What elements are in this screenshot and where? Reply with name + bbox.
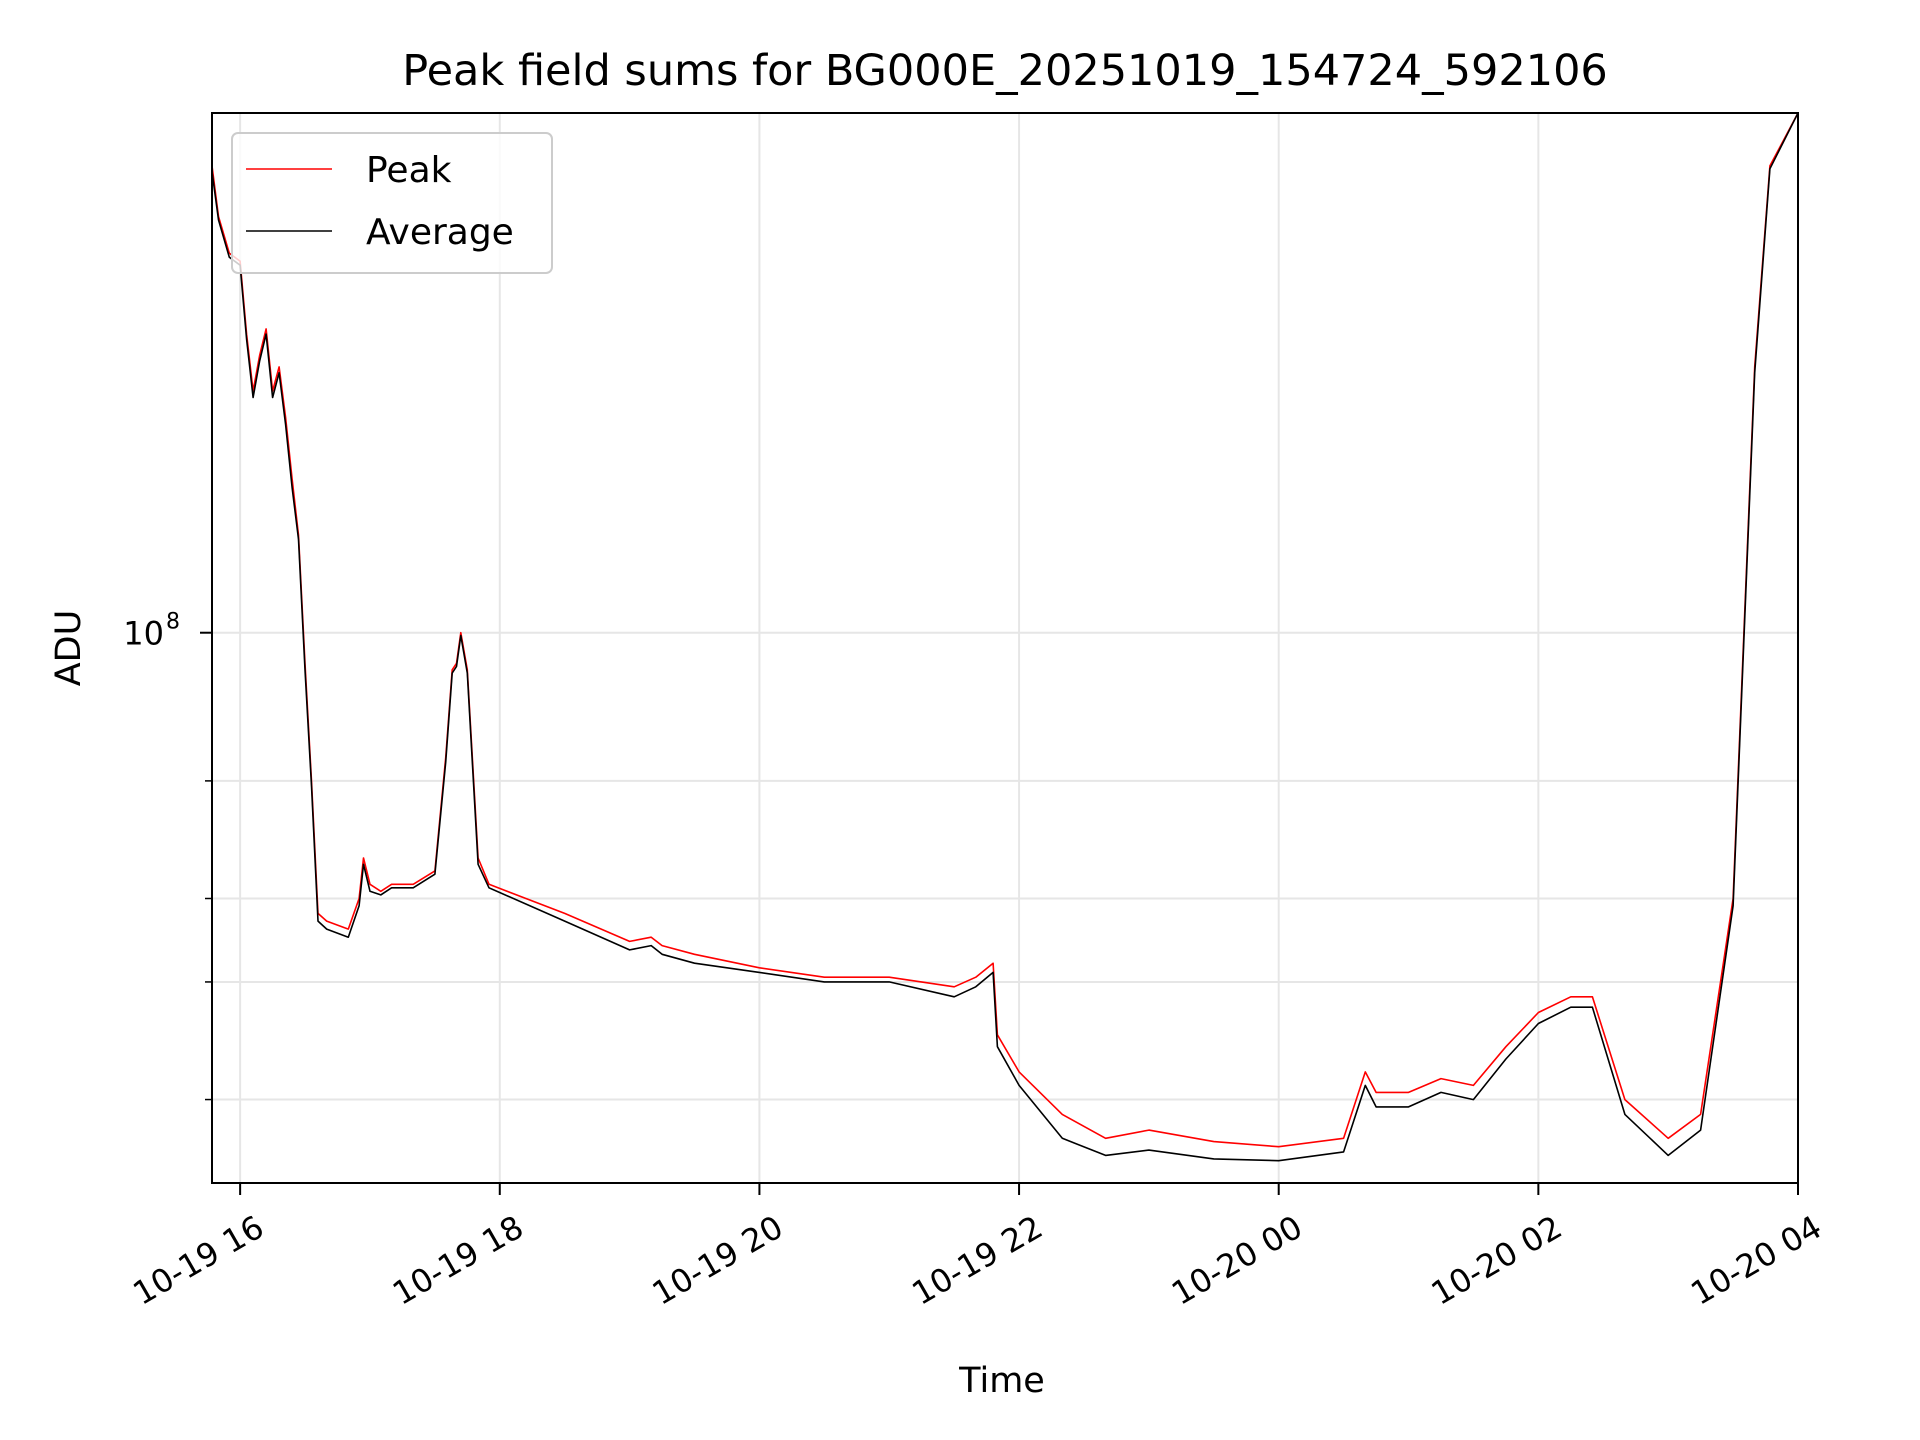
chart-title: Peak field sums for BG000E_20251019_1547… bbox=[402, 46, 1608, 96]
series-line-peak bbox=[212, 113, 1798, 1148]
series-line-average bbox=[212, 113, 1798, 1162]
y-axis: 10 8 bbox=[123, 610, 212, 1101]
legend-box bbox=[231, 132, 553, 274]
legend-label-average: Average bbox=[366, 212, 514, 253]
y-tick-label-exponent: 8 bbox=[166, 610, 180, 635]
y-tick-label: 10 bbox=[123, 615, 164, 653]
grid-lines bbox=[212, 113, 1799, 1183]
plot-frame bbox=[211, 112, 1799, 1184]
legend: Peak Average bbox=[231, 132, 553, 274]
x-axis-label: Time bbox=[958, 1361, 1045, 1401]
series-layer bbox=[212, 113, 1798, 1162]
plot-area bbox=[211, 112, 1799, 1184]
legend-label-peak: Peak bbox=[366, 150, 452, 191]
y-axis-label: ADU bbox=[49, 610, 89, 687]
